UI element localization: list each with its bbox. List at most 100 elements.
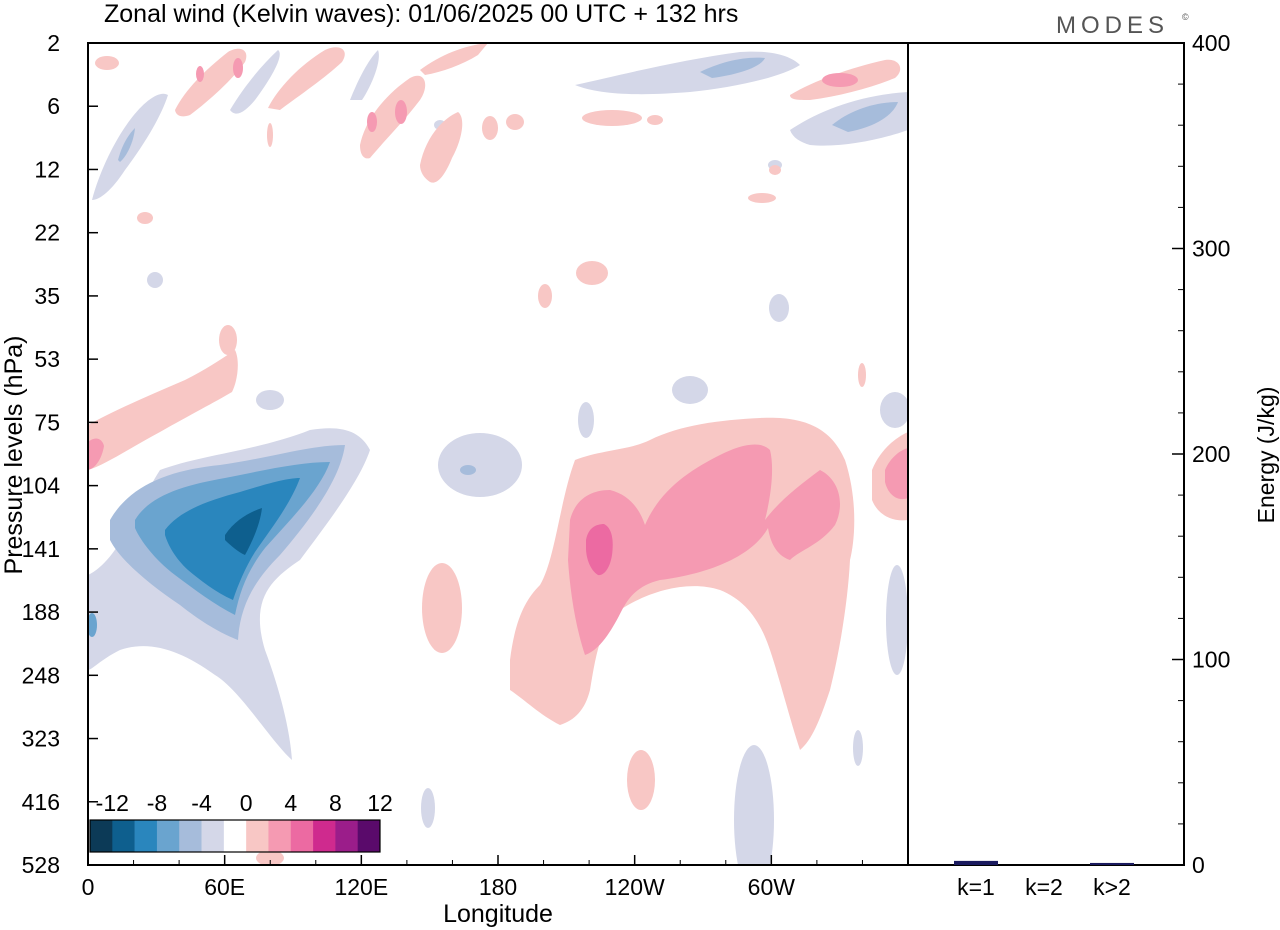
brand-logo: MODES [1056,12,1169,39]
y-tick-label: 35 [34,283,60,309]
colorbar-label: 4 [284,790,297,816]
contour-neg-upper [832,102,898,132]
y-tick-label: 188 [22,599,60,625]
x-tick-label: 120W [605,874,665,900]
x-tick-label: 60E [204,874,245,900]
contour-pos-patch [538,284,552,308]
colorbar-swatch [134,820,158,852]
colorbar-swatch [290,820,314,852]
positive-anomalies [88,43,908,865]
colorbar-label: 8 [329,790,342,816]
energy-tick-label: 400 [1192,30,1230,56]
colorbar-label: 12 [367,790,393,816]
energy-tick-label: 300 [1192,236,1230,262]
y-tick-label: 2 [47,30,60,56]
energy-axis: 0 100 200 300 400 [1172,30,1230,878]
contour-neg-patch [734,745,774,865]
contour-pos-patch [95,56,119,70]
contour-pos-4-left [88,350,238,470]
y-tick-label: 248 [22,662,60,688]
brand-mark: © [1182,12,1189,22]
y-tick-label: 104 [22,473,61,499]
colorbar-swatch [268,820,292,852]
colorbar-swatch [313,820,336,852]
colorbar-label: -8 [147,790,167,816]
contour-neg-upper [230,50,280,114]
energy-tick-label: 0 [1192,852,1205,878]
y-tick-label: 528 [22,852,60,878]
colorbar-swatch [201,820,225,852]
contour-neg-patch [578,402,594,438]
contour-neg-upper [350,50,379,100]
colorbar-swatch [357,820,381,852]
y-axis-label: Pressure levels (hPa) [0,336,28,575]
x-axis-label: Longitude [443,900,553,928]
contour-pos-patch [858,363,866,387]
contour-neg-patch [886,565,908,675]
contour-neg-patch [438,433,522,497]
colorbar-label: -4 [191,790,212,816]
contour-pos-patch [367,112,377,132]
negative-anomalies [88,50,908,865]
x-tick-label: 120E [334,874,388,900]
contour-pos-patch [582,110,642,126]
contour-pos-upper [420,43,488,75]
y-tick-label: 141 [22,536,60,562]
y-tick-label: 416 [22,789,60,815]
contour-neg-patch [769,294,789,322]
y-tick-label: 75 [34,409,60,435]
energy-category-label: k=1 [957,874,995,900]
x-tick-label: 60W [748,874,796,900]
colorbar-swatch [156,820,180,852]
contour-pos-patch [482,116,498,140]
contour-pos-4 [510,417,855,750]
contour-neg-patch [880,392,908,428]
contour-pos-upper [268,47,345,110]
energy-bar [954,860,998,865]
contour-pos-patch [748,193,776,203]
contour-pos-6-left [88,438,104,470]
energy-bar [1090,862,1134,865]
y-tick-label: 22 [34,220,60,246]
energy-bars: k=1 k=2 k>2 [954,860,1134,900]
contour-pos-patch [769,165,781,175]
contour-pos-patch [882,67,898,77]
energy-category-label: k>2 [1093,874,1131,900]
contour-pos-patch [233,58,243,78]
contour-pos-patch [267,123,273,147]
contour-pos-patch [219,325,237,355]
x-tick-label: 0 [82,874,95,900]
contour-pos-patch [196,66,204,82]
energy-axis-label: Energy (J/kg) [1253,387,1279,524]
contour-neg-upper [118,128,135,162]
contour-pos-6-right [885,448,908,500]
contour-pos-upper [420,112,463,183]
contour-neg-patch [88,613,97,637]
contour-pos-upper [175,48,247,117]
energy-frame [907,42,1185,866]
contour-pos-6 [568,444,840,655]
energy-tick-label: 200 [1192,441,1230,467]
colorbar-swatch [90,820,113,852]
energy-tick-label: 100 [1192,647,1230,673]
chart-title: Zonal wind (Kelvin waves): 01/06/2025 00… [104,0,738,28]
colorbar-swatch [179,820,202,852]
contour-pos-patch [137,212,153,224]
colorbar-swatch [335,820,358,852]
contour-pos-patch [647,115,663,125]
contour-pos-upper [360,75,426,159]
x-tick-label: 180 [479,874,517,900]
pressure-axis: 2 6 12 22 35 53 75 104 141 188 248 323 416 528 [22,30,98,878]
colorbar-label: -12 [96,790,129,816]
contour-pos-patch [576,261,608,285]
contour-neg-patch [853,730,863,766]
contour-neg-patch [421,788,435,828]
colorbar-label: 0 [240,790,253,816]
contour-neg-patch [147,272,163,288]
y-tick-label: 53 [34,346,60,372]
contour-pos-patch [395,100,407,124]
contour-neg-upper [700,57,765,78]
colorbar-swatch [246,820,269,852]
colorbar-frame [89,819,381,853]
